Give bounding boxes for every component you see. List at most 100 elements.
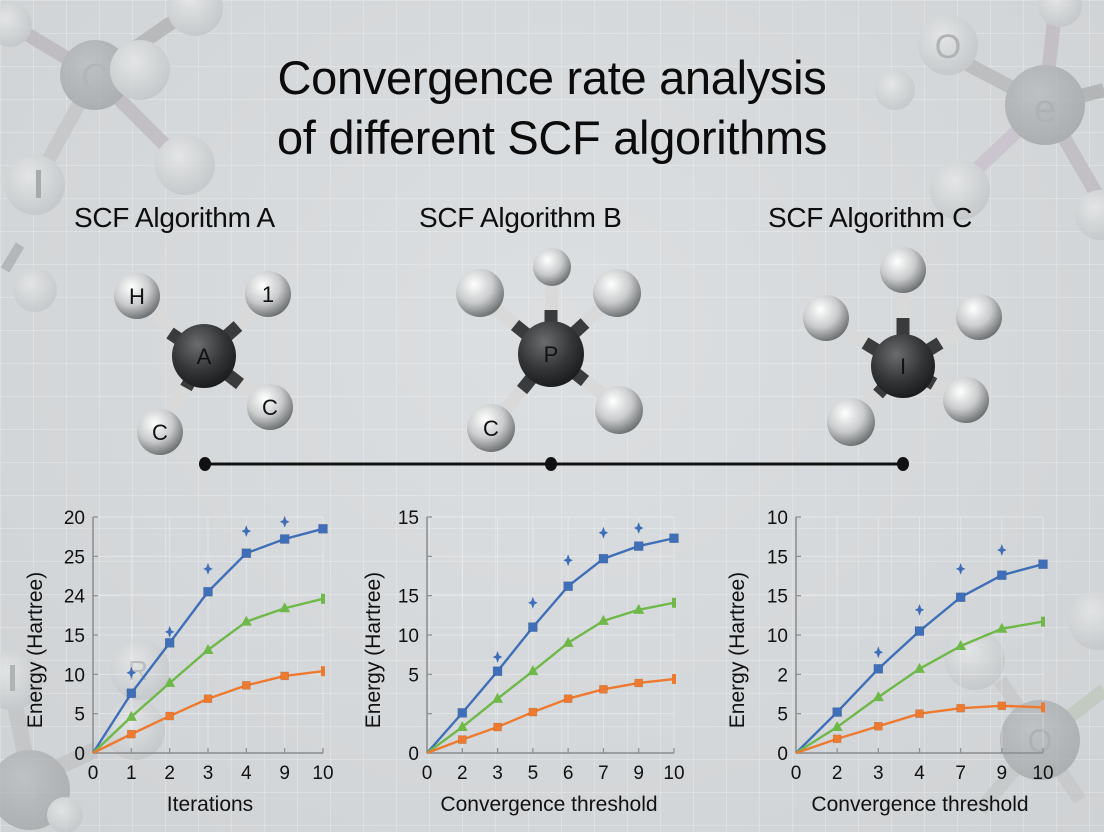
chart-algorithm-b: 15 15 10 5 00 2 3 5 6 7 9 10 Convergence threshold En… xyxy=(362,508,685,816)
square-marker xyxy=(127,729,136,739)
series-blue-star xyxy=(126,515,290,679)
star-marker xyxy=(279,515,290,528)
end-marker xyxy=(321,666,325,677)
triangle-marker xyxy=(240,615,252,626)
square-marker xyxy=(598,553,609,564)
y-axis-title: Energy (Hartree) xyxy=(362,572,385,728)
y-tick-label: 0 xyxy=(74,744,85,765)
y-tick-label: 5 xyxy=(777,705,788,726)
square-marker xyxy=(997,701,1007,711)
y-tick-label: 10 xyxy=(767,508,788,529)
x-axis-title: Iterations xyxy=(167,793,253,816)
triangle-marker xyxy=(955,640,967,651)
bg-molecule-bottom-right: O xyxy=(945,590,1104,815)
y-tick-label: 2 xyxy=(777,665,788,686)
triangle-marker xyxy=(492,692,504,703)
atom-label: 1 xyxy=(262,282,274,307)
triangle-marker xyxy=(456,721,468,732)
molecule-c: I xyxy=(803,247,1002,446)
series-blue xyxy=(426,533,679,754)
x-tick-label: 0 xyxy=(88,763,99,784)
x-tick-label: 3 xyxy=(492,763,503,784)
square-marker xyxy=(563,694,573,704)
star-marker xyxy=(528,596,538,609)
x-tick-label: 10 xyxy=(1032,763,1053,784)
bg-molecule-bottom-left: R xyxy=(0,640,170,832)
star-marker xyxy=(492,651,503,664)
y-tick-label: 10 xyxy=(767,626,788,647)
square-marker xyxy=(457,735,467,744)
square-marker xyxy=(203,586,213,597)
atom-label-center-a: A xyxy=(197,344,212,369)
x-tick-label: 4 xyxy=(914,763,925,784)
bg-molecule-left-mid xyxy=(0,242,57,312)
connector-line xyxy=(199,457,909,471)
star-marker xyxy=(126,666,137,679)
square-marker xyxy=(832,707,842,717)
square-marker xyxy=(832,734,842,744)
atom-label: C xyxy=(483,416,499,441)
star-marker xyxy=(203,562,213,575)
square-marker xyxy=(164,638,175,648)
square-marker xyxy=(563,581,573,592)
atom-label: C xyxy=(262,395,278,420)
x-tick-label: 5 xyxy=(528,763,539,784)
y-tick-label: 0 xyxy=(777,744,788,765)
star-marker xyxy=(873,646,884,659)
molecule-b: P C xyxy=(456,248,643,452)
y-tick-label: 10 xyxy=(398,626,419,647)
atom-label: H xyxy=(129,284,145,309)
square-marker xyxy=(633,541,644,551)
svg-text:C: C xyxy=(81,57,108,99)
connector-node-a xyxy=(199,457,211,471)
triangle-marker xyxy=(202,643,214,654)
triangle-marker xyxy=(279,602,291,613)
x-tick-label: 7 xyxy=(598,763,609,784)
series-blue xyxy=(91,523,328,754)
square-marker xyxy=(914,626,925,636)
triangle-marker xyxy=(996,622,1008,633)
y-tick-label: 20 xyxy=(64,508,85,529)
end-marker xyxy=(1041,702,1045,713)
x-tick-label: 9 xyxy=(633,763,644,784)
svg-text:e: e xyxy=(1034,87,1056,131)
square-marker xyxy=(457,708,468,718)
square-marker xyxy=(493,722,502,732)
series-blue-star xyxy=(873,544,1007,659)
star-marker xyxy=(598,526,609,539)
square-marker xyxy=(1038,559,1048,570)
star-marker xyxy=(955,562,966,575)
x-tick-label: 9 xyxy=(997,763,1008,784)
x-tick-label: 10 xyxy=(663,763,684,784)
algorithm-a-label: SCF Algorithm A xyxy=(74,202,275,233)
title-line-2: of different SCF algorithms xyxy=(276,111,828,164)
square-marker xyxy=(203,694,213,704)
x-tick-label: 0 xyxy=(791,763,802,784)
triangle-marker xyxy=(831,721,843,732)
square-marker xyxy=(318,523,328,534)
y-tick-label: 0 xyxy=(408,744,419,765)
y-tick-label: 15 xyxy=(398,587,419,608)
series-line xyxy=(426,601,675,754)
triangle-marker xyxy=(872,691,884,702)
series-orange xyxy=(426,674,676,755)
end-marker xyxy=(672,597,676,608)
square-marker xyxy=(528,707,538,717)
square-marker xyxy=(634,678,644,688)
x-tick-label: 1 xyxy=(126,763,137,784)
square-marker xyxy=(599,684,608,694)
page-title: Convergence rate analysis of different S… xyxy=(0,48,1104,168)
series-line xyxy=(426,677,675,755)
series-blue-star xyxy=(492,522,644,664)
star-marker xyxy=(164,625,175,638)
atom-label: C xyxy=(152,420,168,445)
x-tick-label: 6 xyxy=(563,763,574,784)
x-tick-label: 2 xyxy=(457,763,468,784)
star-marker xyxy=(563,554,573,567)
x-tick-label: 4 xyxy=(241,763,252,784)
end-marker xyxy=(321,593,325,604)
series-orange xyxy=(92,666,325,755)
